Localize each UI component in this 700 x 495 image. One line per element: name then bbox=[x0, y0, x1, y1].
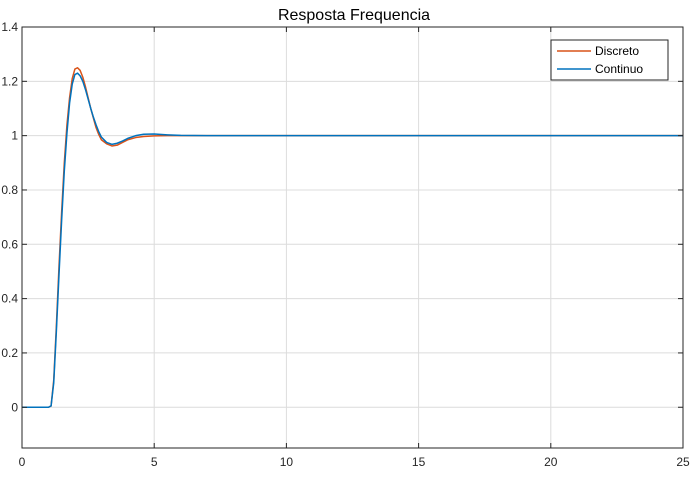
y-tick-label-0: 0 bbox=[11, 400, 18, 414]
plot-area: 0 5 10 15 20 25 0 0.2 0.4 0.6 0.8 1 1.2 1.4 bbox=[1, 20, 690, 469]
y-tick-label-7: 1.4 bbox=[1, 20, 18, 34]
y-tick-label-3: 0.6 bbox=[1, 237, 18, 251]
x-tick-label-0: 0 bbox=[19, 455, 26, 469]
legend-label-continuo: Continuo bbox=[595, 62, 643, 76]
y-tick-label-4: 0.8 bbox=[1, 183, 18, 197]
legend-box bbox=[550, 39, 669, 81]
x-tick-label-2: 10 bbox=[280, 455, 294, 469]
x-tick-label-1: 5 bbox=[151, 455, 158, 469]
x-tick-label-5: 25 bbox=[676, 455, 690, 469]
y-tick-label-5: 1 bbox=[11, 129, 18, 143]
axes-background bbox=[22, 27, 683, 448]
legend-label-discreto: Discreto bbox=[595, 44, 639, 58]
axes-box bbox=[21, 26, 684, 449]
y-tick-label-6: 1.2 bbox=[1, 74, 18, 88]
y-tick-label-1: 0.2 bbox=[1, 346, 18, 360]
legend: Discreto Continuo bbox=[550, 39, 669, 81]
chart-title: Resposta Frequencia bbox=[278, 7, 430, 24]
series-line-continuo bbox=[22, 72, 683, 409]
y-tick-label-2: 0.4 bbox=[1, 292, 18, 306]
x-tick-label-3: 15 bbox=[412, 455, 426, 469]
x-tick-label-4: 20 bbox=[544, 455, 558, 469]
